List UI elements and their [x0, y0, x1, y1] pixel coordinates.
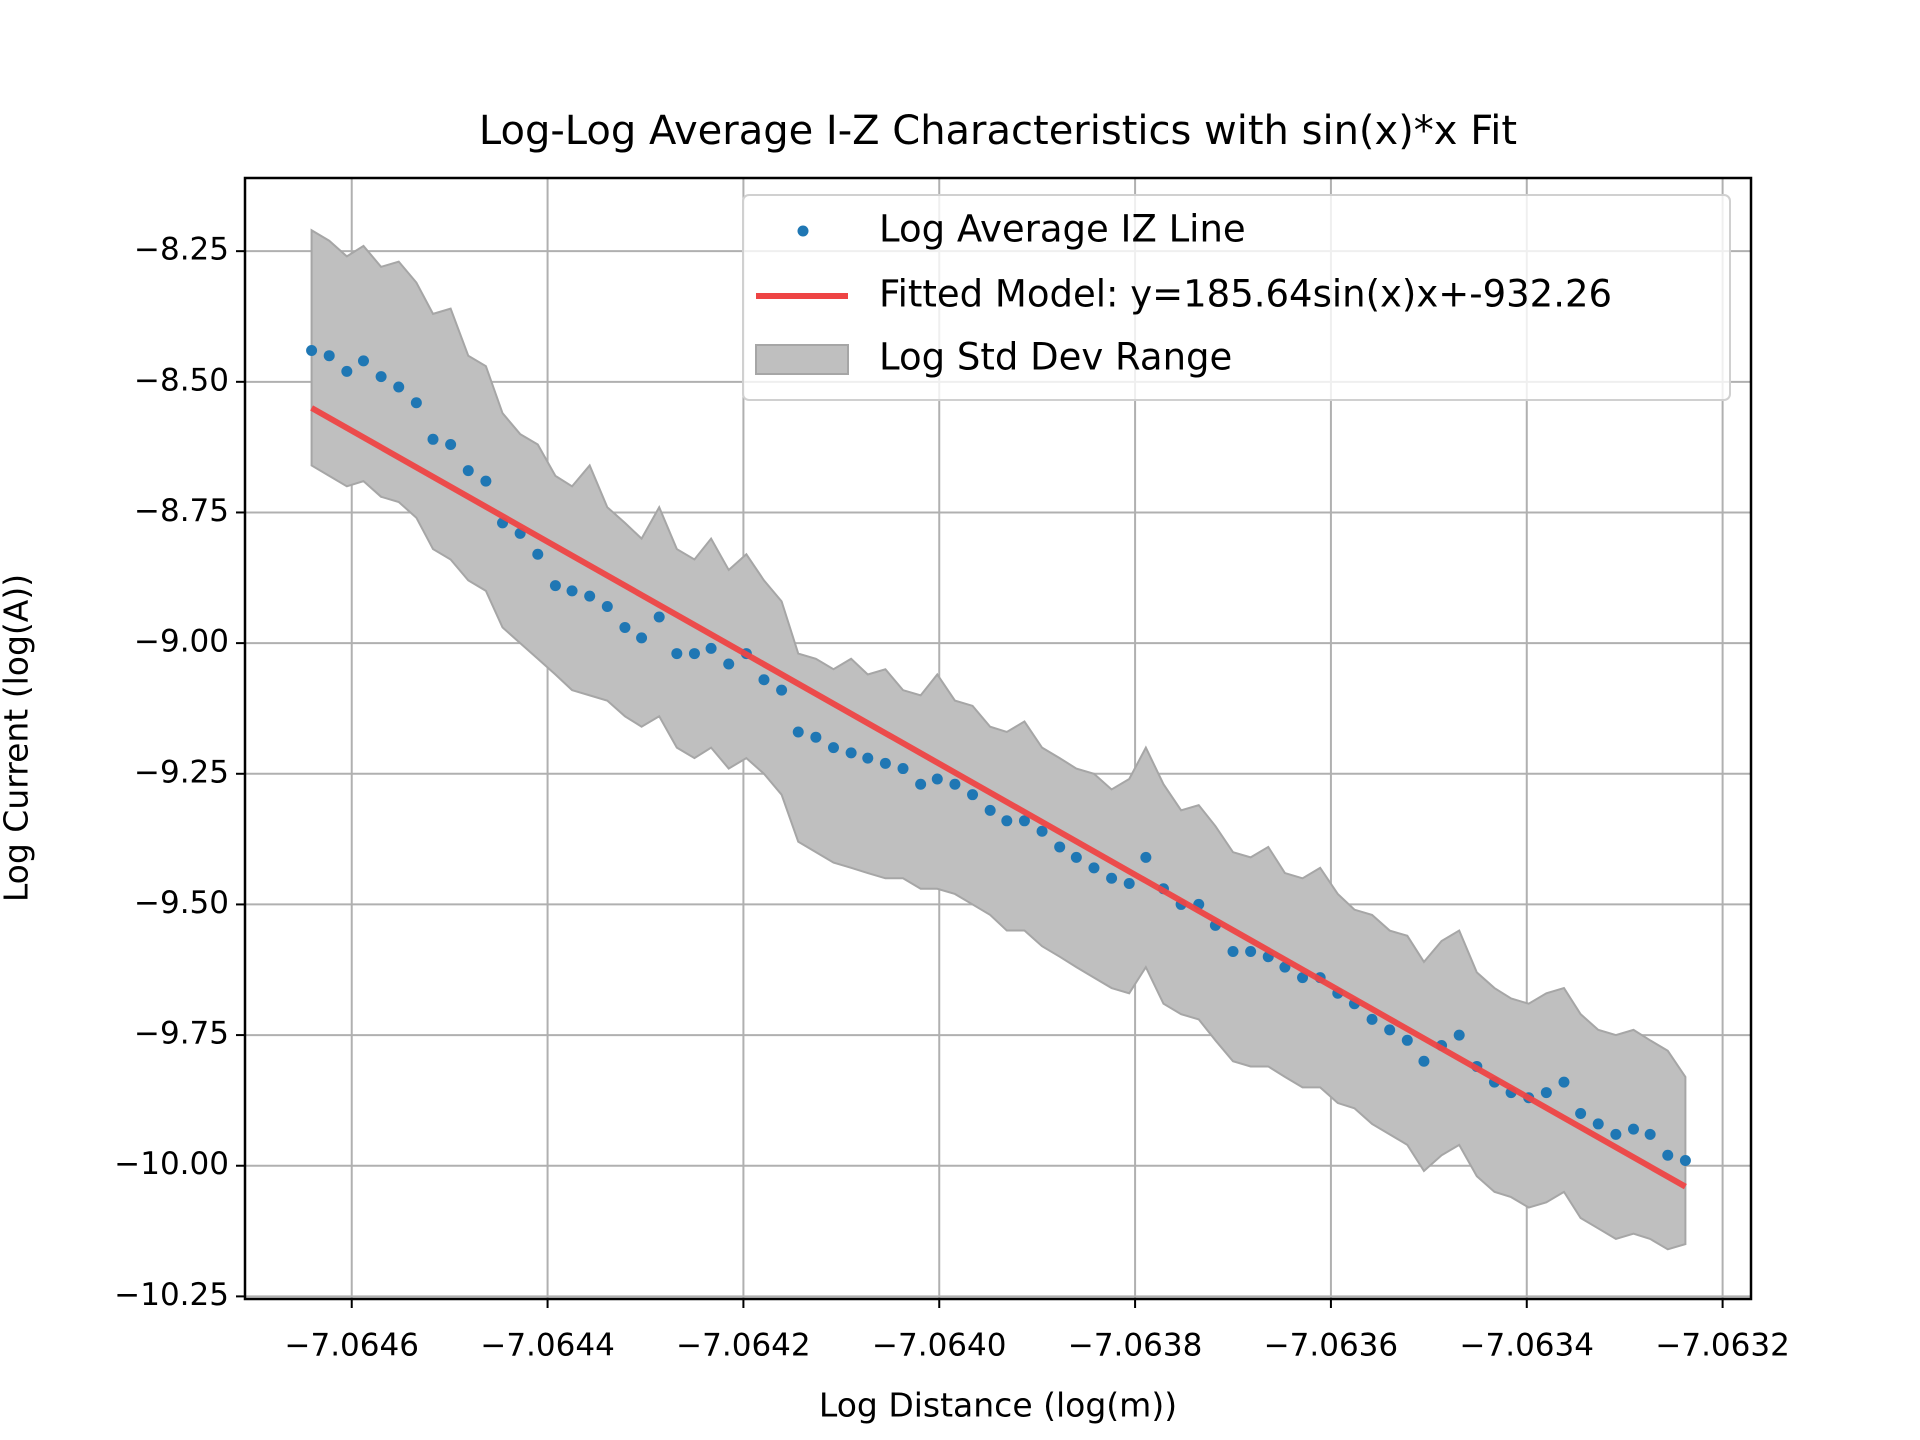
- data-point: [1088, 862, 1100, 874]
- legend-label: Log Std Dev Range: [879, 336, 1232, 379]
- x-tick-label: −7.0632: [1655, 1328, 1789, 1364]
- data-point: [375, 371, 387, 383]
- fit-line: [310, 405, 1687, 1190]
- data-point: [862, 752, 874, 764]
- data-point: [1036, 825, 1048, 837]
- chart-title: Log-Log Average I-Z Characteristics with…: [479, 108, 1517, 154]
- data-point: [1366, 1013, 1378, 1025]
- data-point: [931, 773, 943, 785]
- data-point: [1679, 1155, 1691, 1167]
- data-point: [1001, 815, 1013, 827]
- data-point: [1418, 1055, 1430, 1067]
- data-point: [671, 648, 683, 660]
- data-point: [462, 465, 474, 477]
- legend-marker: [755, 344, 849, 375]
- data-point: [949, 778, 961, 790]
- data-point: [1106, 872, 1118, 884]
- data-point: [601, 601, 613, 613]
- y-tick-label: −8.50: [134, 362, 229, 398]
- data-point: [1070, 851, 1082, 863]
- data-point: [915, 778, 927, 790]
- y-tick-label: −8.25: [134, 232, 229, 268]
- data-point: [532, 548, 544, 560]
- data-point: [1245, 945, 1257, 957]
- legend-marker: [797, 225, 809, 237]
- legend: Log Average IZ Line Fitted Model: y=185.6…: [742, 194, 1731, 401]
- data-point: [984, 804, 996, 816]
- data-point: [1297, 972, 1309, 984]
- data-point: [341, 365, 353, 377]
- data-point: [653, 611, 665, 623]
- data-point: [1018, 815, 1030, 827]
- data-point: [1540, 1087, 1552, 1099]
- data-point: [827, 742, 839, 754]
- legend-label: Log Average IZ Line: [879, 208, 1246, 251]
- data-point: [393, 381, 405, 393]
- legend-label: Fitted Model: y=185.64sin(x)x+-932.26: [879, 273, 1612, 316]
- data-point: [1558, 1076, 1570, 1088]
- data-point: [636, 632, 648, 644]
- data-point: [1227, 945, 1239, 957]
- data-point: [758, 674, 770, 686]
- x-tick-label: −7.0646: [285, 1328, 419, 1364]
- data-point: [845, 747, 857, 759]
- data-point: [584, 590, 596, 602]
- data-point: [323, 350, 335, 362]
- data-point: [879, 757, 891, 769]
- data-point: [306, 344, 318, 356]
- data-point: [410, 397, 422, 409]
- data-point: [810, 731, 822, 743]
- y-tick-label: −10.00: [114, 1146, 229, 1182]
- data-point: [480, 475, 492, 487]
- data-point: [1384, 1024, 1396, 1036]
- x-tick-label: −7.0634: [1460, 1328, 1594, 1364]
- y-tick-label: −9.25: [134, 754, 229, 790]
- x-tick-label: −7.0636: [1264, 1328, 1398, 1364]
- data-point: [1575, 1107, 1587, 1119]
- data-point: [967, 789, 979, 801]
- x-tick-label: −7.0642: [676, 1328, 810, 1364]
- plot-frame: [243, 176, 1753, 1301]
- data-point: [897, 763, 909, 775]
- y-tick-label: −9.50: [134, 885, 229, 921]
- data-point: [1054, 841, 1066, 853]
- data-point: [705, 642, 717, 654]
- data-point: [1140, 851, 1152, 863]
- data-point: [357, 355, 369, 367]
- y-tick-label: −8.75: [134, 493, 229, 529]
- x-tick-label: −7.0638: [1068, 1328, 1202, 1364]
- data-point: [792, 726, 804, 738]
- data-point: [1401, 1034, 1413, 1046]
- data-point: [445, 439, 457, 451]
- y-tick-label: −10.25: [114, 1277, 229, 1313]
- data-point: [427, 433, 439, 445]
- data-point: [619, 621, 631, 633]
- data-point: [1610, 1128, 1622, 1140]
- data-point: [1123, 878, 1135, 890]
- data-point: [1662, 1149, 1674, 1161]
- y-axis-label: Log Current (log(A)): [0, 574, 36, 902]
- data-point: [688, 648, 700, 660]
- x-tick-label: −7.0644: [480, 1328, 614, 1364]
- data-point: [1453, 1029, 1465, 1041]
- legend-box: [742, 194, 1731, 401]
- data-point: [1592, 1118, 1604, 1130]
- data-point: [776, 684, 788, 696]
- x-tick-label: −7.0640: [872, 1328, 1006, 1364]
- y-tick-label: −9.75: [134, 1016, 229, 1052]
- data-point: [1627, 1123, 1639, 1135]
- x-axis-label: Log Distance (log(m)): [819, 1386, 1177, 1425]
- data-point: [1644, 1128, 1656, 1140]
- y-tick-label: −9.00: [134, 624, 229, 660]
- data-point: [723, 658, 735, 670]
- data-point: [549, 580, 561, 592]
- data-point: [566, 585, 578, 597]
